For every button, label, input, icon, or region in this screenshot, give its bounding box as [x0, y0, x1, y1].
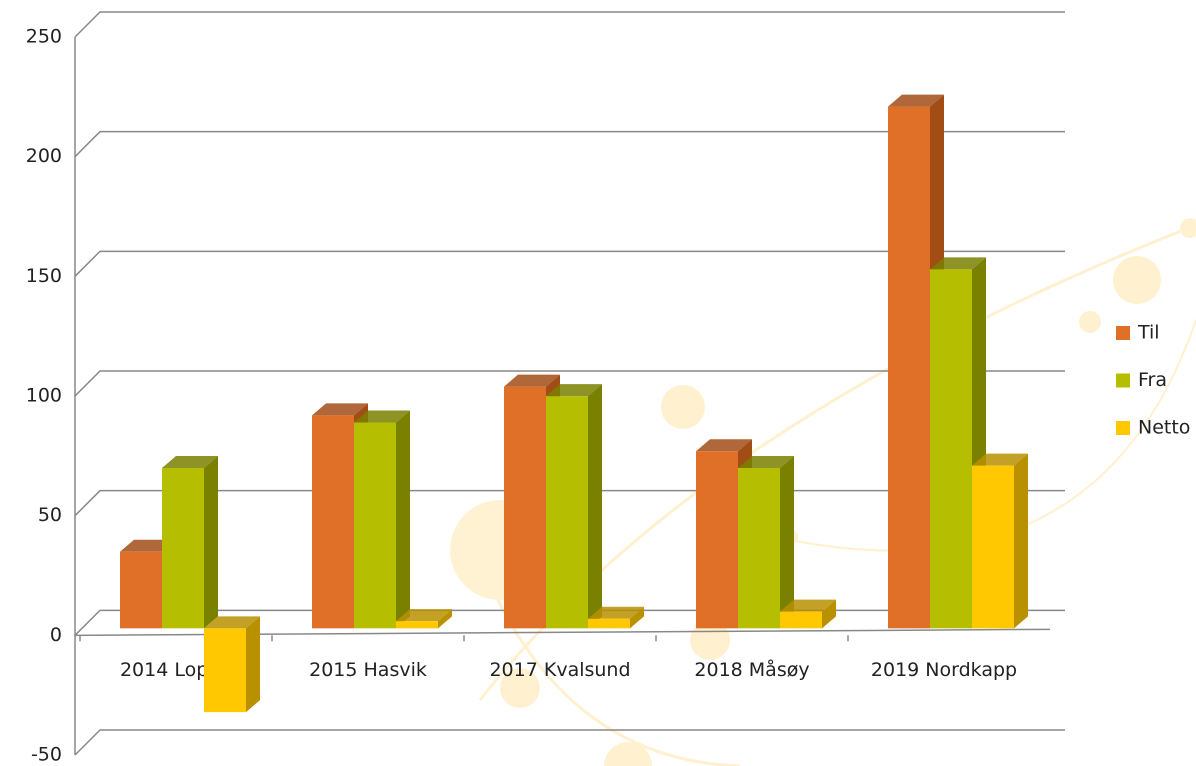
y-tick-label: -50: [31, 744, 62, 766]
bar-side: [1014, 454, 1028, 629]
bar-side: [588, 384, 602, 628]
y-tick-label: 100: [26, 385, 62, 407]
bar: [504, 387, 546, 629]
x-tick-label: 2017 Kvalsund: [489, 659, 630, 681]
legend-label: Netto: [1138, 417, 1190, 439]
y-tick-label: 250: [26, 26, 62, 48]
bar: [588, 619, 630, 629]
y-tick-label: 200: [26, 145, 62, 167]
bar: [972, 466, 1014, 629]
bar: [204, 628, 246, 712]
bar-side: [396, 411, 410, 629]
legend-label: Fra: [1138, 369, 1167, 391]
legend-swatch: [1116, 326, 1130, 340]
bar-side: [246, 616, 260, 712]
bar: [780, 612, 822, 629]
bar: [162, 468, 204, 628]
bar: [888, 107, 930, 629]
x-tick-label: 2019 Nordkapp: [871, 659, 1017, 681]
bar: [396, 621, 438, 628]
legend-swatch: [1116, 374, 1130, 388]
bar: [546, 396, 588, 628]
legend-swatch: [1116, 421, 1130, 435]
legend-label: Til: [1137, 322, 1160, 344]
x-tick-label: 2015 Hasvik: [309, 659, 427, 681]
bar: [354, 423, 396, 629]
x-tick-label: 2018 Måsøy: [694, 658, 809, 681]
y-tick-label: 150: [26, 265, 62, 287]
chart: -500501001502002502014 Loppa2015 Hasvik2…: [0, 0, 1196, 766]
bar: [738, 468, 780, 628]
bar: [696, 451, 738, 628]
bar-side: [204, 456, 218, 628]
grid-line: [75, 12, 1065, 37]
y-tick-label: 50: [38, 504, 62, 526]
y-tick-label: 0: [50, 624, 62, 646]
bar: [930, 269, 972, 628]
page: -500501001502002502014 Loppa2015 Hasvik2…: [0, 0, 1196, 766]
bar: [120, 552, 162, 629]
grid-line: [75, 730, 1065, 755]
bar: [312, 415, 354, 628]
